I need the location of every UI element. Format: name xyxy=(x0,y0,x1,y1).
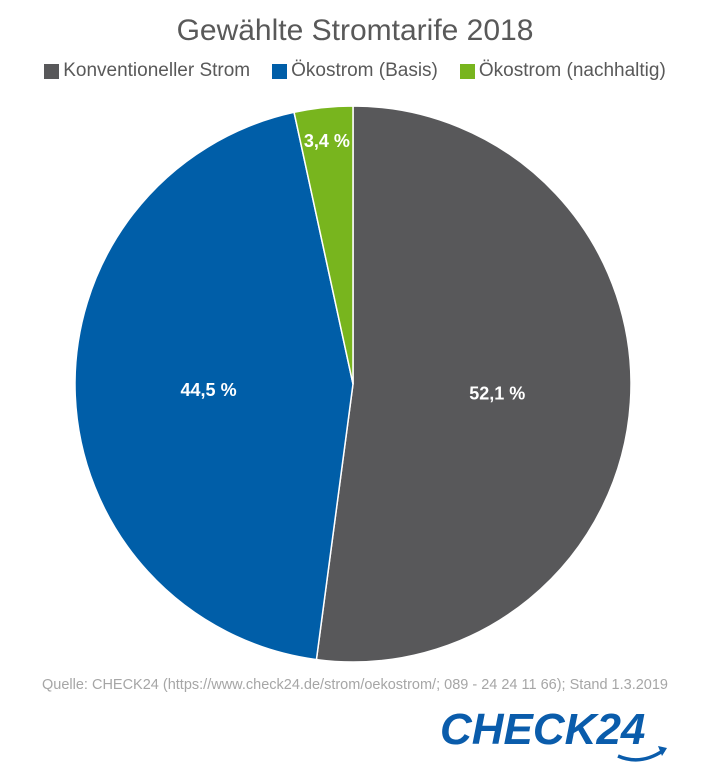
legend-label-konventionell: Konventioneller Strom xyxy=(63,60,251,81)
pie-slice-oekostrom-basis xyxy=(74,111,354,661)
source-note: Quelle: CHECK24 (https://www.check24.de/… xyxy=(42,677,668,693)
pie-slice-konventionell xyxy=(315,105,632,663)
pie-slices xyxy=(74,105,632,663)
legend-swatch-oekostrom-nachhaltig xyxy=(459,63,475,79)
pie-labels: 52,1 % 44,5 % 3,4 % xyxy=(181,131,526,404)
legend-item-oekostrom-basis: Ökostrom (Basis) xyxy=(272,60,438,82)
data-label-oekostrom-basis: 44,5 % xyxy=(181,380,237,400)
chart-title: Gewählte Stromtarife 2018 xyxy=(176,14,534,47)
legend-label-oekostrom-basis: Ökostrom (Basis) xyxy=(291,60,438,81)
data-label-oekostrom-nachhaltig: 3,4 % xyxy=(304,131,350,151)
logo-wordmark: CHECK24 xyxy=(440,705,645,754)
logo-arrow-icon xyxy=(658,746,667,756)
data-label-konventionell: 52,1 % xyxy=(469,384,525,404)
legend-label-oekostrom-nachhaltig: Ökostrom (nachhaltig) xyxy=(478,60,666,81)
legend-item-konventionell: Konventioneller Strom xyxy=(44,60,250,82)
legend-item-oekostrom-nachhaltig: Ökostrom (nachhaltig) xyxy=(459,60,666,82)
legend-swatch-oekostrom-basis xyxy=(272,63,288,79)
legend-swatch-konventionell xyxy=(44,63,60,79)
logo-swoosh-icon xyxy=(617,748,665,762)
legend: Konventioneller Strom Ökostrom (Basis) Ö… xyxy=(0,60,710,82)
check24-logo: CHECK24 xyxy=(440,705,667,762)
pie-slice-oekostrom-nachhaltig xyxy=(293,105,354,385)
